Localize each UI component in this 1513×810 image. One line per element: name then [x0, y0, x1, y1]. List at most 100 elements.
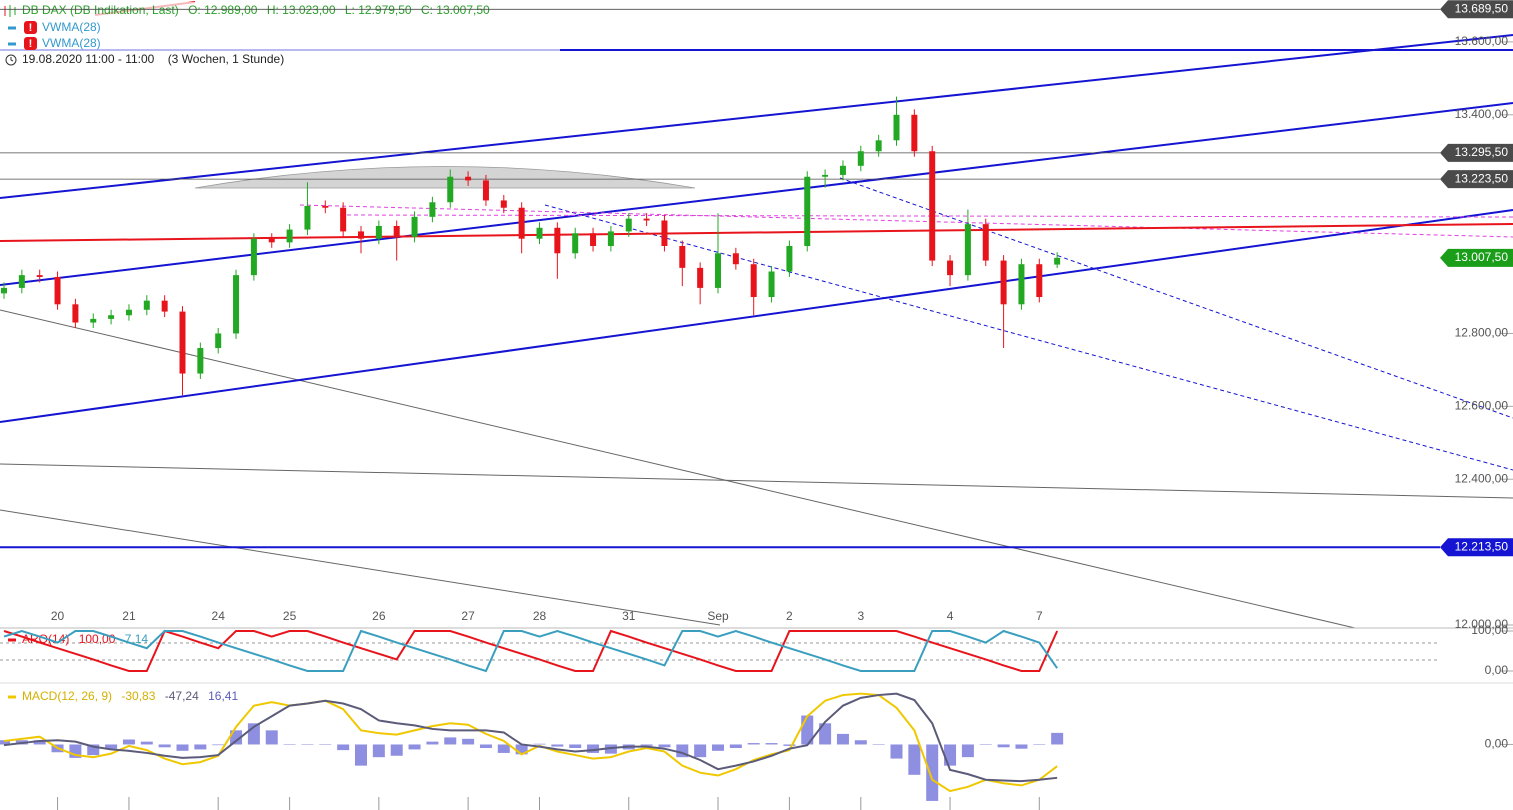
- level-badge: [1440, 170, 1513, 189]
- candle-body: [572, 233, 579, 254]
- warning-icon: [24, 21, 37, 34]
- histogram-bar: [1015, 744, 1028, 749]
- candle-body: [54, 276, 61, 305]
- level-badge: [1440, 248, 1513, 267]
- x-tick-label: 26: [372, 609, 386, 623]
- y-tick-label: 13.400,00: [1455, 107, 1509, 121]
- histogram-bar: [176, 744, 189, 751]
- histogram-bar: [230, 730, 243, 745]
- drawings: [0, 1, 1513, 684]
- histogram-bar: [1033, 744, 1046, 745]
- histogram-bar: [122, 739, 135, 745]
- header: DB DAX (DB Indikation, Last) O: 12.989,0…: [0, 2, 560, 68]
- macd-line: [3, 692, 1058, 783]
- level-label: 13.223,50: [1455, 171, 1509, 185]
- histogram-bar: [908, 744, 921, 775]
- histogram-bar: [961, 744, 974, 758]
- candle-body: [750, 264, 757, 298]
- candle-body: [304, 205, 311, 230]
- histogram-bar: [355, 744, 367, 766]
- dashed-line: [339, 214, 1513, 218]
- histogram-bar: [997, 744, 1010, 748]
- histogram-bar: [765, 743, 778, 745]
- ohlc-label: L: 12.979,50: [345, 3, 412, 17]
- histogram-bar: [33, 740, 46, 745]
- histogram-bar: [319, 744, 332, 745]
- macd-title: MACD(12, 26, 9): [22, 689, 112, 703]
- histogram-bar: [604, 744, 617, 754]
- histogram-bar: [158, 744, 171, 748]
- header-bg: [0, 2, 560, 68]
- histogram-bar: [390, 744, 403, 756]
- histogram-bar: [408, 744, 421, 750]
- overlay-label: VWMA(28): [42, 20, 101, 34]
- x-tick-label: 25: [283, 609, 297, 623]
- histogram-bar: [105, 744, 118, 749]
- trend-line: [0, 463, 1513, 499]
- histogram-bar: [658, 744, 671, 748]
- histogram-bar: [747, 743, 760, 745]
- y-tick-label: 13.600,00: [1455, 34, 1509, 48]
- candle-body: [375, 225, 382, 239]
- candle-body: [161, 300, 168, 312]
- x-tick-label: 28: [533, 609, 547, 623]
- clock-hands: [10, 57, 14, 62]
- candle-body: [893, 114, 900, 141]
- histogram-bar: [640, 744, 653, 746]
- histogram-bar: [337, 744, 350, 751]
- candle-body: [1000, 260, 1007, 305]
- candle-body: [1, 287, 7, 294]
- histogram-bar: [533, 743, 546, 745]
- histogram-bar: [462, 738, 475, 745]
- trend-line: [0, 509, 721, 626]
- candle-body: [625, 218, 632, 232]
- candle-body: [340, 207, 347, 232]
- candle-body: [964, 224, 971, 276]
- histogram-bar: [551, 744, 564, 747]
- x-tick-label: 24: [212, 609, 226, 623]
- aroon-line: [3, 629, 1059, 672]
- candle-body: [661, 220, 668, 246]
- channel-line: [0, 34, 1513, 199]
- histogram-bar: [0, 740, 10, 745]
- level-badge: [1440, 0, 1513, 19]
- candle-body: [768, 271, 775, 298]
- x-tick-label: 21: [122, 609, 136, 623]
- candle-body: [643, 218, 650, 221]
- histogram-bar: [194, 744, 207, 750]
- candle-body: [1036, 264, 1043, 298]
- candle-body: [518, 207, 525, 239]
- x-tick-label: 4: [947, 609, 954, 623]
- warning-mark: !: [29, 22, 33, 34]
- histogram-bar: [444, 737, 457, 745]
- x-tick-label: 27: [461, 609, 475, 623]
- warning-mark: !: [29, 38, 33, 50]
- histogram-bar: [979, 744, 992, 745]
- candle-body: [982, 224, 989, 261]
- candle-body: [143, 300, 150, 310]
- channel-line: [0, 209, 1513, 423]
- histogram-bar: [854, 740, 867, 745]
- x-tick-label: Sep: [707, 609, 729, 623]
- candle-body: [804, 176, 811, 246]
- histogram-bar: [1051, 732, 1064, 745]
- histogram-bar: [783, 744, 796, 746]
- candle-body: [358, 231, 364, 239]
- histogram-bar: [729, 744, 742, 748]
- candle-body: [947, 260, 954, 276]
- level-badge: [1440, 538, 1513, 557]
- candle-body: [911, 114, 918, 152]
- candle-body: [268, 238, 275, 243]
- candle-body: [393, 225, 400, 237]
- candle-body: [465, 176, 472, 181]
- level-label: 13.689,50: [1455, 1, 1509, 15]
- warning-icon: [24, 37, 37, 50]
- candle-body: [411, 216, 418, 237]
- ohlc-label: C: 13.007,50: [421, 3, 490, 17]
- candle-body: [839, 165, 846, 175]
- aroon-up-value: 100,00: [79, 632, 116, 646]
- histogram-bar: [372, 744, 385, 758]
- range-text: (3 Wochen, 1 Stunde): [168, 52, 285, 66]
